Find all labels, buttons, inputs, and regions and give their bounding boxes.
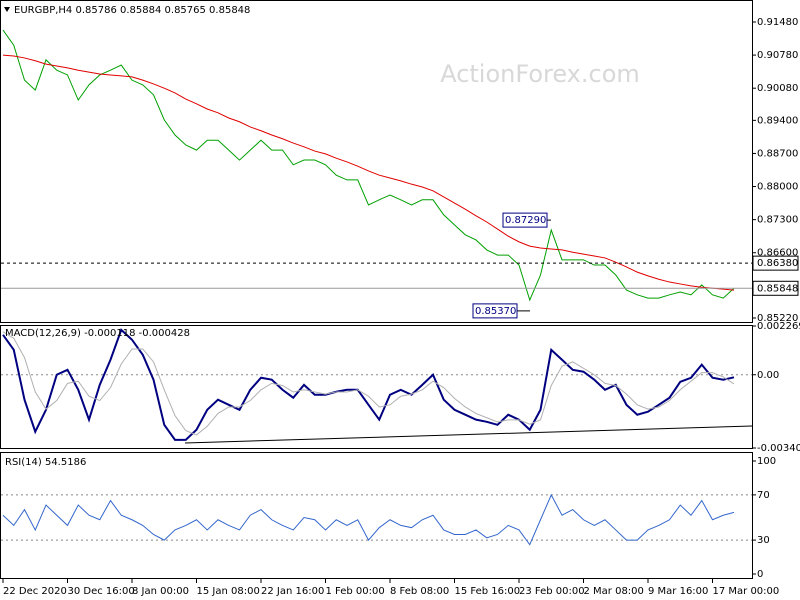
price-frame bbox=[0, 0, 753, 323]
callout-label: 0.85370 bbox=[475, 306, 516, 317]
y-tick-label: 0.89400 bbox=[757, 115, 798, 126]
y-tick-label: 0.85220 bbox=[757, 313, 798, 324]
y-tick-label: 0.00 bbox=[757, 370, 779, 381]
series-line bbox=[2, 493, 735, 546]
chart-title: EURGBP,H4 0.85786 0.85884 0.85765 0.8584… bbox=[14, 5, 250, 16]
y-tick-label: 0.91480 bbox=[757, 17, 798, 28]
y-tick-label: 30 bbox=[757, 535, 770, 546]
x-tick-label: 23 Feb 00:00 bbox=[519, 586, 585, 597]
series-line bbox=[2, 54, 735, 291]
watermark: ActionForex.com bbox=[440, 60, 640, 88]
x-tick-label: 30 Dec 16:00 bbox=[68, 586, 135, 597]
y-tick-label: -0.003409 bbox=[757, 443, 800, 454]
callout-box bbox=[472, 303, 518, 319]
y-tick-label: 0.87300 bbox=[757, 215, 798, 226]
price-label: 0.85848 bbox=[757, 283, 798, 294]
macd-frame bbox=[0, 325, 753, 449]
y-tick-label: 0.88700 bbox=[757, 148, 798, 159]
callout-label: 0.87290 bbox=[505, 215, 546, 226]
callout-box bbox=[502, 212, 548, 228]
y-tick-label: 0.90080 bbox=[757, 83, 798, 94]
trendline bbox=[184, 425, 753, 444]
y-tick-label: 100 bbox=[757, 456, 776, 467]
series-line bbox=[2, 328, 735, 441]
x-tick-label: 2 Mar 08:00 bbox=[584, 586, 644, 597]
y-tick-label: 70 bbox=[757, 490, 770, 501]
menu-arrow bbox=[4, 7, 10, 12]
x-tick-label: 8 Jan 00:00 bbox=[132, 586, 189, 597]
x-tick-label: 9 Mar 16:00 bbox=[648, 586, 708, 597]
y-tick-label: 0 bbox=[757, 569, 763, 580]
price-label: 0.86380 bbox=[757, 258, 798, 269]
price-label-box bbox=[752, 280, 799, 296]
x-tick-label: 22 Jan 16:00 bbox=[261, 586, 324, 597]
y-tick-label: 0.002269 bbox=[757, 321, 800, 332]
x-tick-label: 22 Dec 2020 bbox=[3, 586, 67, 597]
rsi-title: RSI(14) 54.5186 bbox=[5, 457, 86, 468]
series-line bbox=[2, 29, 735, 302]
y-tick-label: 0.90780 bbox=[757, 50, 798, 61]
rsi-frame bbox=[0, 452, 753, 579]
x-tick-label: 15 Feb 16:00 bbox=[455, 586, 521, 597]
x-tick-label: 1 Feb 00:00 bbox=[326, 586, 385, 597]
price-label-box bbox=[752, 255, 799, 271]
y-tick-label: 0.88000 bbox=[757, 182, 798, 193]
x-tick-label: 17 Mar 00:00 bbox=[713, 586, 780, 597]
x-tick-label: 15 Jan 08:00 bbox=[197, 586, 260, 597]
y-tick-label: 0.86600 bbox=[757, 248, 798, 259]
x-tick-label: 8 Feb 08:00 bbox=[390, 586, 449, 597]
macd-title: MACD(12,26,9) -0.000118 -0.000428 bbox=[5, 328, 190, 339]
series-line bbox=[2, 331, 735, 436]
